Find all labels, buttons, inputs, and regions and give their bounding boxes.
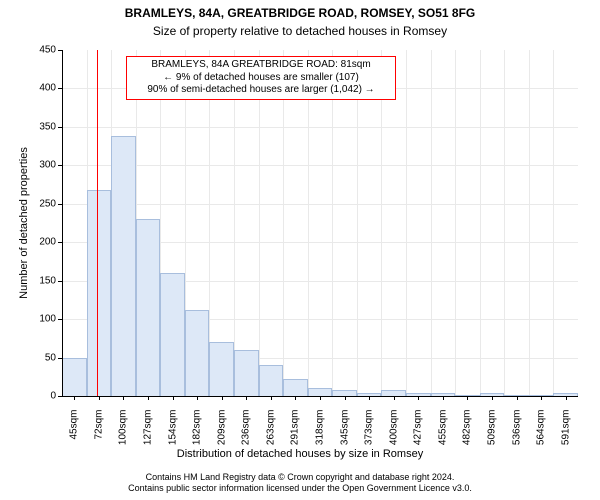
y-tick-label: 300 — [30, 160, 56, 171]
gridline-v — [480, 50, 481, 396]
annotation-line: ← 9% of detached houses are smaller (107… — [131, 72, 391, 85]
x-tick-label: 154sqm — [167, 410, 178, 460]
gridline-v — [529, 50, 530, 396]
x-tick-label: 591sqm — [560, 410, 571, 460]
chart-plot-inner — [62, 50, 578, 396]
histogram-bar — [62, 358, 87, 396]
gridline-v — [259, 50, 260, 396]
x-tick-label: 373sqm — [364, 410, 375, 460]
y-tick-label: 150 — [30, 275, 56, 286]
y-tick-label: 0 — [30, 391, 56, 402]
histogram-bar — [283, 379, 308, 396]
x-tick-label: 127sqm — [143, 410, 154, 460]
histogram-bar — [259, 365, 284, 396]
x-tick-label: 318sqm — [315, 410, 326, 460]
gridline-v — [332, 50, 333, 396]
x-tick-label: 45sqm — [69, 410, 80, 460]
x-tick-label: 209sqm — [216, 410, 227, 460]
y-tick-label: 450 — [30, 45, 56, 56]
axis-line-bottom — [62, 396, 578, 397]
histogram-bar — [185, 310, 210, 396]
chart-title-line1: BRAMLEYS, 84A, GREATBRIDGE ROAD, ROMSEY,… — [0, 6, 600, 20]
histogram-bar — [308, 388, 333, 396]
histogram-bar — [234, 350, 259, 396]
x-tick-label: 400sqm — [388, 410, 399, 460]
gridline-v — [553, 50, 554, 396]
gridline-h — [62, 165, 578, 166]
x-tick-label: 236sqm — [241, 410, 252, 460]
x-tick-label: 564sqm — [536, 410, 547, 460]
histogram-bar — [111, 136, 136, 396]
x-tick-label: 182sqm — [192, 410, 203, 460]
gridline-v — [381, 50, 382, 396]
gridline-h — [62, 127, 578, 128]
x-tick-label: 345sqm — [339, 410, 350, 460]
gridline-v — [406, 50, 407, 396]
annotation-line: 90% of semi-detached houses are larger (… — [131, 84, 391, 97]
y-tick-label: 350 — [30, 121, 56, 132]
x-tick-label: 100sqm — [118, 410, 129, 460]
histogram-bar — [209, 342, 234, 396]
x-tick-label: 482sqm — [462, 410, 473, 460]
histogram-bar — [136, 219, 161, 396]
y-tick-label: 250 — [30, 198, 56, 209]
chart-footer: Contains HM Land Registry data © Crown c… — [0, 472, 600, 495]
gridline-v — [504, 50, 505, 396]
footer-line2: Contains public sector information licen… — [0, 483, 600, 494]
gridline-v — [357, 50, 358, 396]
y-tick-label: 50 — [30, 352, 56, 363]
x-tick-label: 509sqm — [487, 410, 498, 460]
y-axis-label: Number of detached properties — [18, 50, 30, 396]
x-tick-label: 455sqm — [437, 410, 448, 460]
gridline-v — [234, 50, 235, 396]
x-tick-label: 72sqm — [93, 410, 104, 460]
y-tick-label: 200 — [30, 237, 56, 248]
axis-line-left — [62, 50, 63, 396]
chart-plot-area — [62, 50, 578, 396]
x-tick-label: 427sqm — [413, 410, 424, 460]
x-tick-label: 291sqm — [290, 410, 301, 460]
chart-annotation-box: BRAMLEYS, 84A GREATBRIDGE ROAD: 81sqm← 9… — [126, 56, 396, 100]
gridline-v — [431, 50, 432, 396]
gridline-v — [455, 50, 456, 396]
gridline-v — [283, 50, 284, 396]
x-tick-label: 536sqm — [511, 410, 522, 460]
histogram-bar — [160, 273, 185, 396]
marker-line — [97, 50, 98, 396]
x-tick-label: 263sqm — [265, 410, 276, 460]
footer-line1: Contains HM Land Registry data © Crown c… — [0, 472, 600, 483]
y-tick-label: 100 — [30, 314, 56, 325]
y-tick-label: 400 — [30, 83, 56, 94]
chart-title-line2: Size of property relative to detached ho… — [0, 24, 600, 38]
histogram-bar — [87, 190, 112, 396]
gridline-h — [62, 204, 578, 205]
annotation-line: BRAMLEYS, 84A GREATBRIDGE ROAD: 81sqm — [131, 59, 391, 72]
chart-root: { "title": { "line1": "BRAMLEYS, 84A, GR… — [0, 0, 600, 500]
gridline-v — [308, 50, 309, 396]
